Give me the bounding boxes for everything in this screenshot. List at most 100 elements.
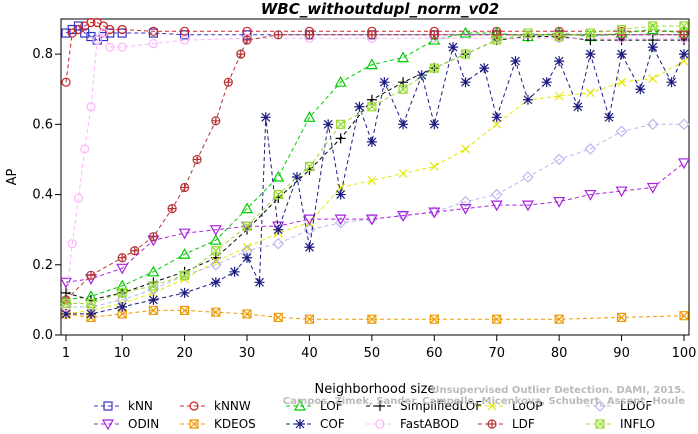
data-point-loop bbox=[679, 56, 689, 66]
data-point-ldof bbox=[553, 153, 565, 166]
data-point-ldof bbox=[209, 258, 222, 271]
data-point-cof bbox=[572, 101, 583, 112]
legend-item-odin: ODIN bbox=[94, 417, 159, 431]
data-point-ldf bbox=[274, 30, 283, 39]
data-point-ldof bbox=[147, 283, 160, 296]
x-axis-label: Neighborhood size bbox=[315, 382, 436, 397]
data-point-lof bbox=[241, 202, 254, 214]
data-point-inflo bbox=[429, 63, 439, 73]
data-point-ldf bbox=[224, 78, 233, 87]
data-point-cof bbox=[541, 77, 552, 88]
data-point-ldof bbox=[459, 195, 472, 208]
data-point-lof bbox=[178, 248, 191, 259]
data-point-cof bbox=[647, 42, 658, 53]
legend-marker-ldf bbox=[488, 420, 496, 428]
data-point-cof bbox=[148, 294, 159, 305]
data-point-ldof bbox=[584, 143, 597, 155]
data-point-ldof bbox=[490, 188, 503, 201]
data-point-ldf bbox=[168, 204, 177, 213]
data-point-inflo bbox=[336, 119, 346, 129]
data-point-cof bbox=[604, 112, 615, 123]
data-point-cof bbox=[117, 301, 128, 312]
legend-marker-loop bbox=[487, 401, 497, 411]
data-point-lof bbox=[334, 75, 347, 87]
data-point-fastabod bbox=[105, 42, 115, 52]
data-point-loop bbox=[585, 88, 595, 98]
data-point-cof bbox=[85, 308, 96, 319]
data-point-odin bbox=[303, 214, 316, 226]
data-point-inflo bbox=[86, 298, 96, 308]
data-point-knnw bbox=[117, 24, 127, 35]
data-point-fastabod bbox=[180, 35, 190, 45]
data-point-loop bbox=[242, 242, 252, 252]
data-point-ldof bbox=[522, 171, 534, 183]
series-line-knn bbox=[65, 25, 684, 41]
data-point-fastabod bbox=[73, 193, 84, 203]
data-point-lof bbox=[272, 170, 285, 182]
data-point-loop bbox=[367, 176, 377, 185]
data-point-inflo bbox=[242, 221, 252, 231]
series-fastabod bbox=[61, 28, 689, 312]
data-point-cof bbox=[273, 224, 284, 235]
x-tick-label: 100 bbox=[672, 346, 697, 361]
series-cof bbox=[61, 42, 689, 319]
legend-label-loop: LoOP bbox=[512, 399, 543, 413]
data-point-cof bbox=[179, 287, 190, 298]
data-point-loop bbox=[648, 74, 658, 84]
data-point-odin bbox=[59, 277, 73, 289]
data-point-loop bbox=[617, 77, 627, 87]
data-point-odin bbox=[677, 158, 691, 170]
data-point-odin bbox=[490, 200, 503, 212]
data-point-cof bbox=[304, 242, 315, 253]
data-point-kdeos bbox=[148, 305, 158, 316]
series-line-loop bbox=[65, 60, 685, 315]
series-simplifiedlof bbox=[61, 31, 689, 305]
x-axis: 1 10 20 30 40 50 60 70 80 90 100 bbox=[62, 335, 697, 361]
data-point-cof bbox=[366, 136, 377, 147]
data-point-inflo bbox=[61, 298, 71, 308]
data-point-odin bbox=[553, 196, 566, 208]
legend-item-ldf: LDF bbox=[478, 417, 535, 431]
y-axis-label: AP bbox=[5, 168, 20, 185]
data-point-odin bbox=[459, 204, 472, 215]
legend: kNN ODIN kNNW KDEOS LOF COF SimplifiedLOF FastA… bbox=[94, 399, 655, 431]
data-point-odin bbox=[397, 211, 410, 222]
legend-label-inflo: INFLO bbox=[620, 417, 655, 431]
data-point-cof bbox=[323, 119, 334, 130]
data-point-odin bbox=[615, 186, 628, 198]
data-point-inflo bbox=[585, 28, 595, 38]
data-point-odin bbox=[116, 263, 129, 275]
data-point-knnw bbox=[148, 26, 158, 36]
legend-item-fastabod: FastABOD bbox=[366, 417, 459, 431]
legend-item-knnw: kNNW bbox=[180, 399, 251, 413]
data-point-cof bbox=[460, 77, 471, 88]
legend-marker-fastabod bbox=[375, 419, 385, 429]
legend-marker-cof bbox=[295, 419, 305, 429]
data-point-ldf bbox=[130, 246, 139, 255]
data-point-fastabod bbox=[86, 102, 96, 112]
legend-item-lof: LOF bbox=[286, 399, 343, 413]
data-point-ldf bbox=[118, 253, 127, 262]
series-line-ldof bbox=[66, 123, 684, 308]
data-point-odin bbox=[365, 214, 378, 226]
data-point-lof bbox=[209, 233, 222, 245]
data-point-loop bbox=[211, 256, 221, 266]
legend-label-fastabod: FastABOD bbox=[400, 417, 459, 431]
data-point-simplifiedlof bbox=[335, 133, 346, 144]
data-point-cof bbox=[229, 266, 240, 277]
legend-label-knnw: kNNW bbox=[214, 399, 251, 413]
data-point-cof bbox=[242, 252, 253, 263]
data-point-ldof bbox=[178, 269, 191, 282]
data-point-cof bbox=[491, 112, 502, 123]
data-point-cof bbox=[522, 94, 533, 105]
series-line-odin bbox=[65, 162, 685, 283]
data-point-cof bbox=[354, 101, 365, 112]
data-point-kdeos bbox=[492, 314, 502, 324]
data-point-knnw bbox=[242, 26, 252, 36]
data-point-loop bbox=[492, 119, 502, 129]
legend-item-kdeos: KDEOS bbox=[180, 417, 256, 431]
legend-label-ldf: LDF bbox=[512, 417, 535, 431]
data-point-lof bbox=[303, 111, 316, 122]
data-point-kdeos bbox=[616, 312, 627, 323]
data-point-ldf bbox=[680, 30, 688, 39]
